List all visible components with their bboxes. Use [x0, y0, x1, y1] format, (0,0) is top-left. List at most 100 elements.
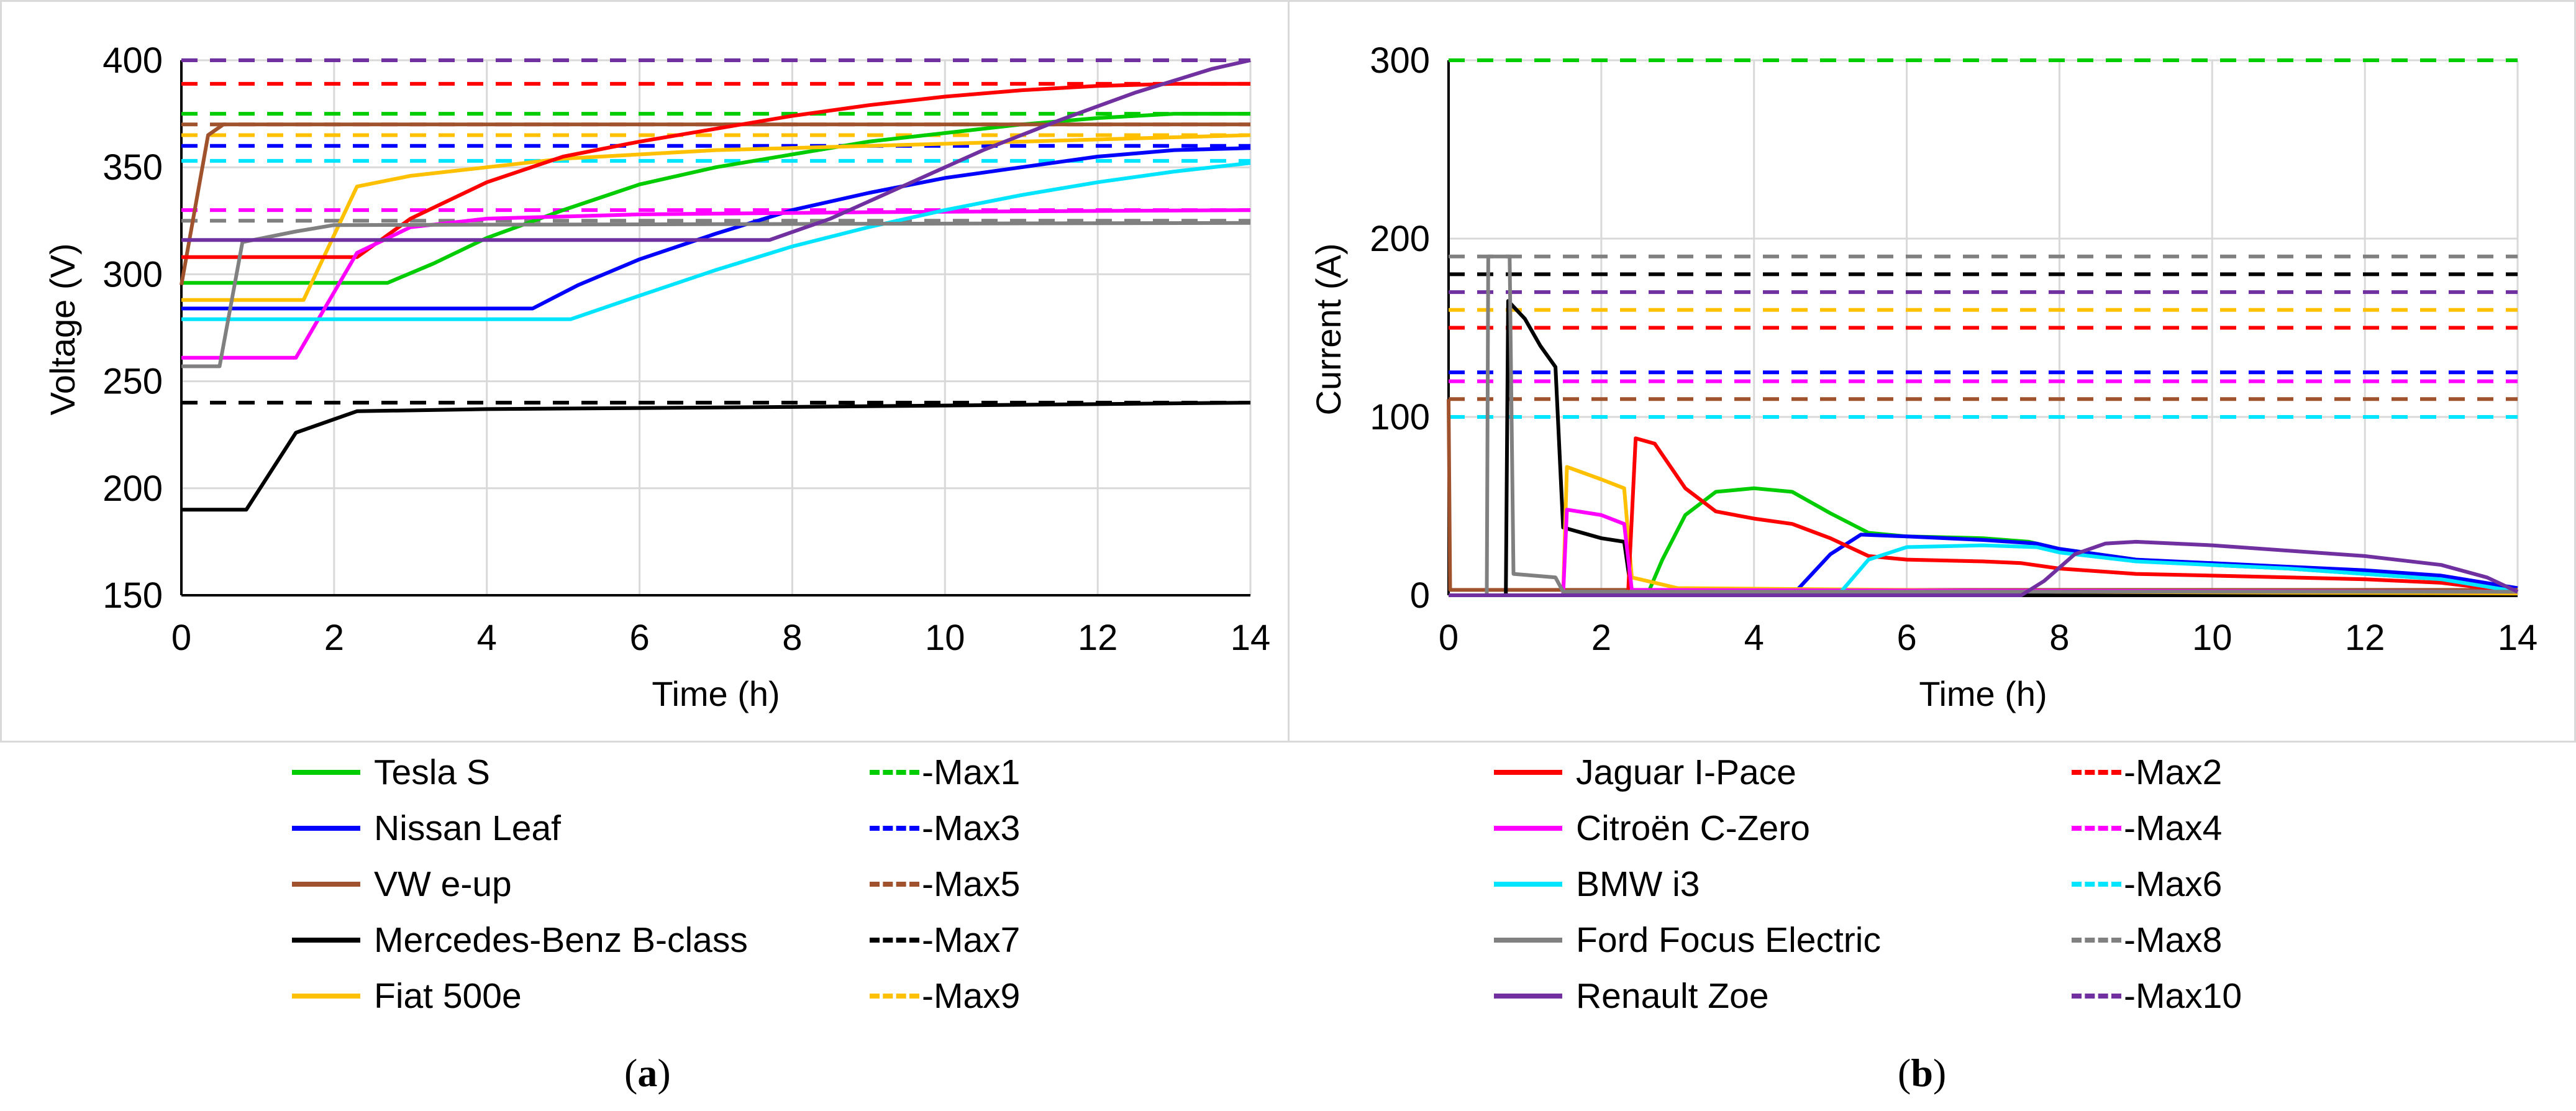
legend-swatch [870, 994, 919, 999]
legend-label: Renault Zoe [1576, 976, 1769, 1016]
legend-swatch [2072, 882, 2121, 887]
caption-a-letter: a [637, 1051, 658, 1095]
legend-label: -Max4 [2124, 808, 2223, 848]
x-tick-label-b: 0 [1439, 618, 1459, 658]
legend-swatch [292, 994, 360, 999]
series-line-renault-zoe-a [181, 58, 1251, 242]
x-tick-label-a: 8 [782, 618, 802, 658]
y-tick-label-a: 150 [102, 575, 163, 616]
y-tick-label-a: 250 [102, 362, 163, 402]
legend-label: Ford Focus Electric [1576, 920, 1881, 960]
legend-item-citro-n-c-zero: Citroën C-Zero [1494, 808, 1810, 849]
x-tick-label-a: 2 [324, 618, 344, 658]
y-tick-label-a: 400 [102, 40, 163, 81]
legend-label: -Max8 [2124, 920, 2223, 960]
series-line-fiat-500e-b [1449, 465, 2518, 597]
series-line-citro-n-c-zero-b [1449, 508, 2518, 597]
legend-swatch [2072, 938, 2121, 943]
legend-label: -Max5 [922, 864, 1021, 904]
legend-item-max4: -Max4 [2072, 808, 2222, 849]
legend-swatch [292, 826, 360, 831]
series-line-mercedes-benz-b-class-a [181, 401, 1251, 512]
series-line-ford-focus-electric-a [181, 221, 1251, 368]
series-line-nissan-leaf-b [1449, 533, 2518, 597]
y-tick-label-a: 350 [102, 147, 163, 188]
legend-panel-b: Jaguar I-Pace -Max2 Citroën C-Zero -Max4 BMW… [1494, 752, 2488, 1031]
legend-swatch [870, 938, 919, 943]
legend-item-vw-e-up: VW e-up [292, 864, 512, 905]
legend-swatch [1494, 938, 1562, 943]
legend-swatch [292, 882, 360, 887]
legend-swatch [1494, 826, 1562, 831]
legend-label: -Max3 [922, 808, 1021, 848]
legend-item-ford-focus-electric: Ford Focus Electric [1494, 920, 1881, 961]
y-tick-label-b: 0 [1410, 575, 1430, 616]
series-line-ford-focus-electric-b [1449, 254, 2518, 597]
panel-divider [1288, 0, 1290, 743]
legend-item-max9: -Max9 [870, 976, 1020, 1017]
legend-swatch [870, 882, 919, 887]
x-tick-label-b: 14 [2498, 618, 2538, 658]
series-line-bmw-i3-b [1449, 543, 2518, 597]
x-tick-label-a: 6 [629, 618, 649, 658]
series-line-mercedes-benz-b-class-b [1449, 299, 2518, 597]
legend-label: -Max6 [2124, 864, 2223, 904]
series-line-renault-zoe-b [1449, 539, 2519, 597]
legend-item-bmw-i3: BMW i3 [1494, 864, 1700, 905]
x-tick-label-b: 8 [2049, 618, 2069, 658]
legend-item-tesla-s: Tesla S [292, 752, 490, 793]
series-line-nissan-leaf-a [181, 146, 1251, 311]
series-line-citro-n-c-zero-a [181, 208, 1251, 360]
legend-label: VW e-up [374, 864, 512, 904]
legend-swatch [2072, 994, 2121, 999]
legend-swatch [2072, 826, 2121, 831]
legend-item-max3: -Max3 [870, 808, 1020, 849]
legend-item-max5: -Max5 [870, 864, 1020, 905]
legend-item-nissan-leaf: Nissan Leaf [292, 808, 561, 849]
legend-swatch [2072, 770, 2121, 775]
x-tick-label-a: 14 [1231, 618, 1271, 658]
x-tick-label-a: 4 [477, 618, 497, 658]
x-tick-label-a: 12 [1078, 618, 1118, 658]
y-tick-label-a: 200 [102, 469, 163, 509]
legend-label: Tesla S [374, 752, 490, 792]
legend-label: -Max7 [922, 920, 1021, 960]
x-tick-label-b: 12 [2345, 618, 2385, 658]
series-line-bmw-i3-a [181, 161, 1251, 321]
x-tick-label-a: 10 [925, 618, 965, 658]
y-axis-label-b: Current (A) [1309, 244, 1348, 416]
caption-a: (a) [624, 1051, 671, 1095]
legend-item-max2: -Max2 [2072, 752, 2222, 793]
x-tick-label-b: 2 [1591, 618, 1611, 658]
legend-label: BMW i3 [1576, 864, 1700, 904]
legend-swatch [870, 770, 919, 775]
series-line-tesla-s-a [181, 112, 1250, 285]
x-tick-label-b: 6 [1896, 618, 1916, 658]
legend-label: Citroën C-Zero [1576, 808, 1810, 848]
legend-swatch [1494, 882, 1562, 887]
legend-label: -Max1 [922, 752, 1021, 792]
legend-panel-a: Tesla S -Max1 Nissan Leaf -Max3 VW e-up -Max5… [292, 752, 1224, 1031]
legend-item-jaguar-i-pace: Jaguar I-Pace [1494, 752, 1796, 793]
legend-item-fiat-500e: Fiat 500e [292, 976, 522, 1017]
y-axis-label-a: Voltage (V) [43, 243, 82, 415]
chart-b: 0 100 200 300 0 2 4 6 8 10 12 14 Time (h) Current (A) [1309, 40, 2537, 713]
legend-swatch [1494, 770, 1562, 775]
caption-b-letter: b [1911, 1051, 1933, 1095]
legend-item-renault-zoe: Renault Zoe [1494, 976, 1769, 1017]
series-line-jaguar-i-pace-a [181, 81, 1250, 259]
y-tick-label-b: 200 [1370, 219, 1430, 259]
legend-label: -Max9 [922, 976, 1021, 1016]
legend-label: Mercedes-Benz B-class [374, 920, 748, 960]
legend-label: Fiat 500e [374, 976, 522, 1016]
legend-item-max6: -Max6 [2072, 864, 2222, 905]
x-axis-label-a: Time (h) [652, 674, 780, 713]
legend-item-max8: -Max8 [2072, 920, 2222, 961]
x-tick-label-b: 10 [2192, 618, 2232, 658]
legend-item-mercedes-benz-b-class: Mercedes-Benz B-class [292, 920, 748, 961]
legend-swatch [1494, 994, 1562, 999]
legend-swatch [870, 826, 919, 831]
y-tick-label-b: 100 [1370, 397, 1430, 437]
legend-label: -Max2 [2124, 752, 2223, 792]
